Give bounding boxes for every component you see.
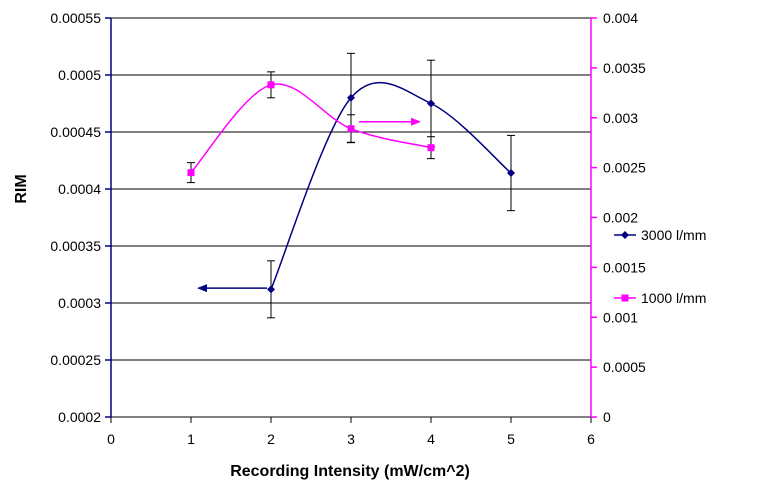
- y-right-tick-label: 0: [603, 409, 611, 425]
- x-tick-label: 5: [507, 431, 515, 447]
- data-point-1000-l-mm: [347, 125, 355, 133]
- ticklabel-layer: 0 1 2 3 4 5 6 0.0002 0.00025 0.0003 0.00035 0.0004 0…: [50, 10, 646, 447]
- series-layer: [190, 81, 512, 290]
- x-tick-label: 4: [427, 431, 435, 447]
- x-axis-title: Recording Intensity (mW/cm^2): [230, 463, 470, 480]
- y-right-tick-label: 0.001: [603, 309, 638, 325]
- x-tick-label: 3: [347, 431, 355, 447]
- y-left-tick-label: 0.0003: [58, 295, 101, 311]
- marker-layer: [187, 81, 515, 294]
- y-right-tick-label: 0.0035: [603, 60, 646, 76]
- legend-label: 3000 l/mm: [641, 227, 706, 243]
- annotation-layer: [197, 117, 421, 293]
- legend: 3000 l/mm 1000 l/mm: [614, 227, 706, 306]
- series-line-3000-l-mm: [270, 81, 512, 290]
- axes-layer: [105, 17, 597, 423]
- y-left-tick-label: 0.00025: [50, 352, 101, 368]
- y-right-tick-label: 0.0005: [603, 359, 646, 375]
- data-point-3000-l-mm: [507, 169, 515, 178]
- legend-swatch-marker: [621, 294, 629, 302]
- legend-item-1000-l-mm: 1000 l/mm: [614, 290, 706, 306]
- y-right-tick-label: 0.004: [603, 10, 638, 26]
- legend-item-3000-l-mm: 3000 l/mm: [614, 227, 706, 243]
- x-tick-label: 0: [107, 431, 115, 447]
- series-line-1000-l-mm: [190, 83, 432, 174]
- y-axis-title: RIM: [13, 174, 30, 203]
- data-point-3000-l-mm: [347, 93, 355, 102]
- data-point-3000-l-mm: [427, 99, 435, 108]
- y-left-tick-label: 0.0002: [58, 409, 101, 425]
- x-tick-label: 1: [187, 431, 195, 447]
- y-left-tick-label: 0.00055: [50, 10, 101, 26]
- y-right-tick-label: 0.0025: [603, 160, 646, 176]
- errorbar-layer: [187, 52, 515, 319]
- legend-label: 1000 l/mm: [641, 290, 706, 306]
- data-point-3000-l-mm: [267, 285, 275, 294]
- y-left-tick-label: 0.00045: [50, 124, 101, 140]
- y-left-tick-label: 0.0004: [58, 181, 101, 197]
- data-point-1000-l-mm: [187, 169, 195, 177]
- x-tick-label: 6: [587, 431, 595, 447]
- x-tick-label: 2: [267, 431, 275, 447]
- y-right-tick-label: 0.0015: [603, 259, 646, 275]
- y-left-tick-label: 0.0005: [58, 67, 101, 83]
- data-point-1000-l-mm: [267, 81, 275, 89]
- legend-swatch-marker: [621, 231, 629, 239]
- y-right-tick-label: 0.002: [603, 210, 638, 226]
- y-right-tick-label: 0.003: [603, 110, 638, 126]
- y-left-tick-label: 0.00035: [50, 238, 101, 254]
- data-point-1000-l-mm: [427, 144, 435, 152]
